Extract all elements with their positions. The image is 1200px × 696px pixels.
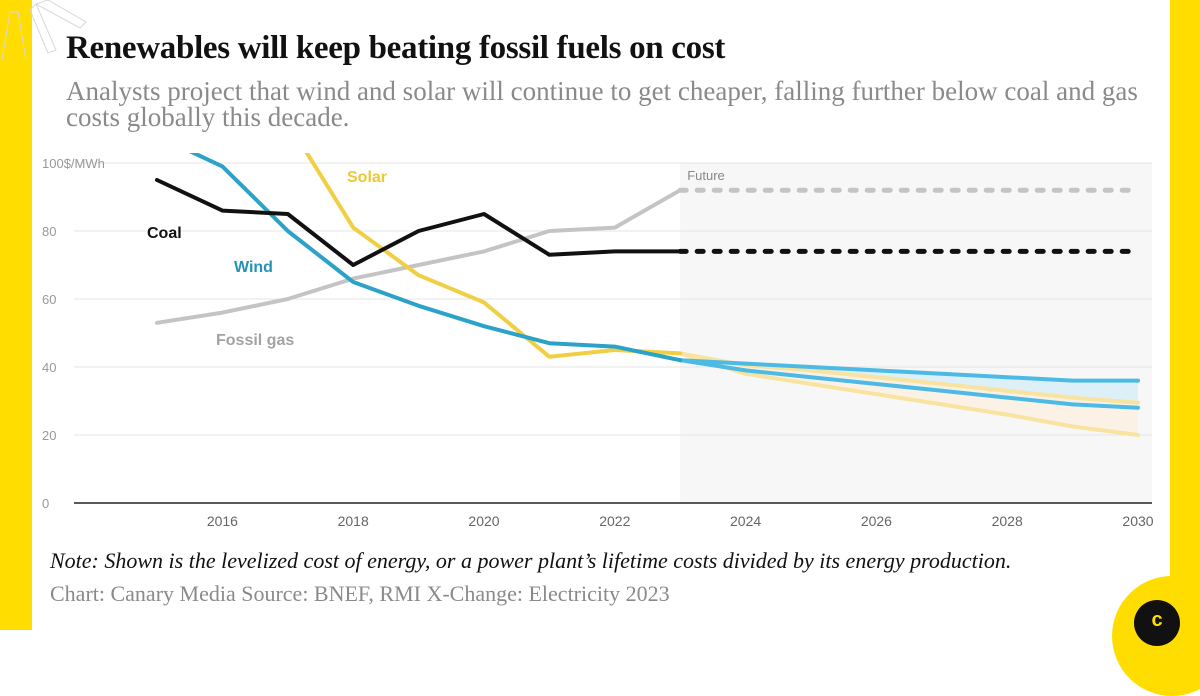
series-line-fossil-gas	[155, 188, 683, 325]
series-label-wind: Wind	[234, 259, 273, 276]
chart-subtitle: Analysts project that wind and solar wil…	[66, 76, 1138, 132]
x-tick-label: 2020	[468, 513, 499, 529]
brand-bar-right	[1170, 0, 1200, 630]
x-tick-label: 2024	[730, 513, 761, 529]
series-line-wind	[189, 153, 683, 363]
series-label-coal: Coal	[147, 225, 182, 242]
x-tick-label: 2030	[1122, 513, 1153, 529]
brand-bar-left	[0, 0, 32, 630]
x-tick-label: 2028	[992, 513, 1023, 529]
y-tick-label: 80	[42, 224, 56, 239]
forecast-low-solar	[678, 351, 1140, 437]
x-tick-label: 2026	[861, 513, 892, 529]
y-tick-label: 0	[42, 496, 49, 511]
x-tick-label: 2016	[207, 513, 238, 529]
series-label-fossil-gas: Fossil gas	[216, 332, 294, 349]
x-tick-label: 2022	[599, 513, 630, 529]
y-tick-label: 100$/MWh	[42, 156, 105, 171]
series-label-solar: Solar	[347, 169, 387, 186]
forecast-low-wind	[678, 358, 1140, 410]
series-line-solar	[304, 153, 683, 359]
canary-logo-icon: c	[1134, 600, 1180, 646]
x-tick-label: 2018	[338, 513, 369, 529]
future-region	[680, 163, 1152, 503]
arrows-decoration-icon	[1, 0, 87, 60]
line-chart: 0 20 40 60 80 100$/MWh 2016 2018 2020 2022 2024 202…	[42, 153, 1154, 529]
y-tick-label: 60	[42, 292, 56, 307]
chart-title: Renewables will keep beating fossil fuel…	[66, 30, 726, 66]
series-line-coal	[155, 178, 683, 267]
y-tick-label: 20	[42, 428, 56, 443]
forecast-high-wind	[678, 358, 1140, 383]
y-tick-label: 40	[42, 360, 56, 375]
future-label: Future	[687, 168, 725, 183]
chart-note: Note: Shown is the levelized cost of ene…	[50, 548, 1012, 573]
chart-source: Chart: Canary Media Source: BNEF, RMI X-…	[50, 581, 670, 606]
